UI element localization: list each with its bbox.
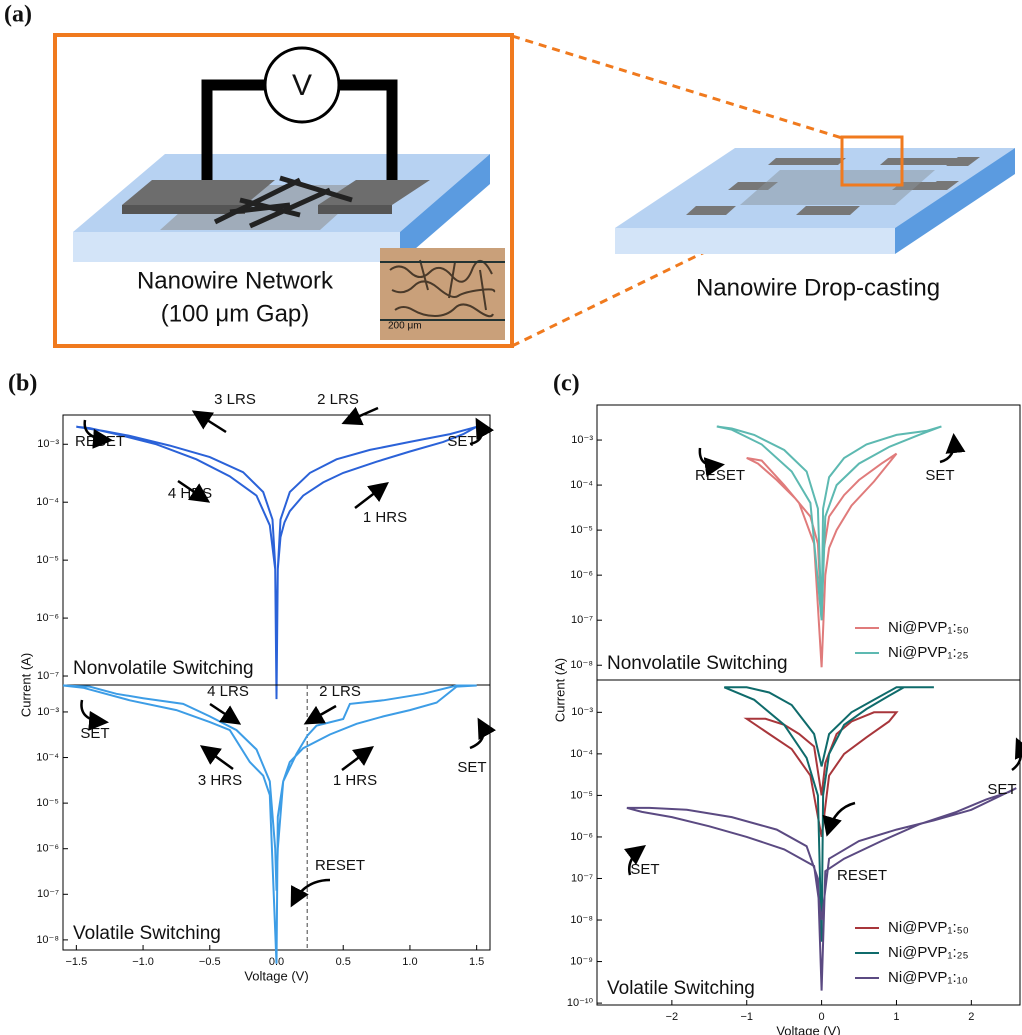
y-tick-label: 10⁻¹⁰	[567, 997, 594, 1009]
data-line	[717, 427, 942, 621]
annotation-arrow	[828, 803, 855, 832]
y-tick-label: 10⁻³	[37, 438, 59, 450]
annotation-arrow	[204, 748, 233, 769]
annotation: SET	[925, 467, 954, 484]
y-tick-label: 10⁻⁴	[570, 479, 593, 491]
x-axis-label: Voltage (V)	[776, 1023, 840, 1035]
y-tick-label: 10⁻⁶	[36, 843, 59, 855]
x-tick-label: 1.0	[402, 956, 417, 968]
annotation-arrow	[940, 438, 954, 462]
y-tick-label: 10⁻³	[571, 434, 593, 446]
x-tick-label: −1.5	[65, 956, 87, 968]
chart: 10⁻³ 10⁻⁴ 10⁻⁵ 10⁻⁶ 10⁻⁷ 10⁻⁸ Nonvolatile Swit…	[570, 405, 1020, 680]
y-tick-label: 10⁻⁶	[570, 831, 593, 843]
annotation-arrow	[470, 722, 483, 748]
annotation-arrow	[355, 485, 385, 508]
y-tick-label: 10⁻⁴	[36, 751, 59, 763]
annotation: 3 HRS	[198, 772, 242, 789]
legend-label: Ni@PVP₁:₅₀	[888, 919, 969, 936]
y-axis-label: Current (A)	[552, 658, 567, 722]
annotation: 2 LRS	[317, 391, 359, 408]
annotation: 1 HRS	[333, 772, 377, 789]
annotation: 4 LRS	[207, 683, 249, 700]
annotation-arrow	[293, 880, 330, 903]
plot-frame	[597, 405, 1020, 680]
caption: Nanowire Drop-casting	[696, 274, 940, 301]
annotation: RESET	[695, 467, 745, 484]
x-tick-label: −2	[666, 1011, 679, 1023]
annotation: 2 LRS	[319, 683, 361, 700]
chart: 10⁻³ 10⁻⁴ 10⁻⁵ 10⁻⁶ 10⁻⁷ Nonvolatile Switchin…	[36, 391, 490, 699]
y-tick-label: 10⁻⁸	[36, 934, 59, 946]
plot-label: Volatile Switching	[73, 923, 221, 944]
y-tick-label: 10⁻⁵	[570, 524, 593, 536]
y-tick-label: 10⁻⁹	[570, 955, 593, 967]
x-tick-label: 1	[893, 1011, 899, 1023]
panel-label: (a)	[4, 2, 32, 28]
scale-bar: 200 μm	[388, 321, 422, 332]
annotation: SET	[457, 759, 486, 776]
y-tick-label: 10⁻³	[37, 706, 59, 718]
legend-label: Ni@PVP₁:₅₀	[888, 619, 969, 636]
annotation: SET	[80, 725, 109, 742]
annotation: SET	[447, 433, 476, 450]
y-tick-label: 10⁻⁵	[570, 789, 593, 801]
annotation-arrow	[81, 700, 104, 722]
x-tick-label: 0.5	[336, 956, 351, 968]
y-tick-label: 10⁻⁶	[36, 612, 59, 624]
y-tick-label: 10⁻⁶	[570, 569, 593, 581]
device-diagram: V Nanowire Network (100 μm Gap) 200 μm N…	[55, 35, 1015, 346]
x-tick-label: 2	[968, 1011, 974, 1023]
annotation-arrow	[342, 749, 370, 770]
legend-label: Ni@PVP₁:₁₀	[888, 969, 968, 986]
voltmeter-label: V	[292, 69, 312, 102]
annotation: 3 LRS	[214, 391, 256, 408]
annotation: RESET	[75, 433, 125, 450]
data-line	[63, 686, 477, 964]
y-tick-label: 10⁻⁴	[570, 748, 593, 760]
y-tick-label: 10⁻³	[571, 706, 593, 718]
x-tick-label: 1.5	[469, 956, 484, 968]
plot-label: Volatile Switching	[607, 978, 755, 999]
annotation: SET	[630, 861, 659, 878]
y-tick-label: 10⁻⁷	[37, 670, 59, 682]
plot-label: Nonvolatile Switching	[607, 653, 788, 674]
chart: 10⁻³ 10⁻⁴ 10⁻⁵ 10⁻⁶ 10⁻⁷ 10⁻⁸ 10⁻⁹ 10⁻¹⁰ −2 −1 0 1 2…	[552, 658, 1020, 1035]
annotation: RESET	[315, 857, 365, 874]
annotation: RESET	[837, 867, 887, 884]
y-axis-label: Current (A)	[18, 653, 33, 717]
annotation: 1 HRS	[363, 509, 407, 526]
annotation-arrow	[700, 448, 720, 465]
panel-label: (b)	[8, 371, 37, 397]
caption: Nanowire Network	[137, 267, 334, 294]
annotation-arrow	[196, 413, 226, 432]
y-tick-label: 10⁻⁵	[36, 797, 59, 809]
x-tick-label: −1	[740, 1011, 753, 1023]
y-tick-label: 10⁻⁷	[571, 614, 593, 626]
legend-label: Ni@PVP₁:₂₅	[888, 644, 969, 661]
annotation: SET	[987, 781, 1016, 798]
y-tick-label: 10⁻⁸	[570, 659, 593, 671]
y-tick-label: 10⁻⁸	[570, 914, 593, 926]
caption: (100 μm Gap)	[161, 300, 310, 327]
y-tick-label: 10⁻⁵	[36, 554, 59, 566]
figure: (a) (b) (c) V Nanowire Network (100 μm G…	[0, 0, 1022, 1035]
x-tick-label: −0.5	[199, 956, 221, 968]
x-axis-label: Voltage (V)	[244, 968, 308, 983]
data-line	[747, 712, 897, 837]
y-tick-label: 10⁻⁴	[36, 496, 59, 508]
y-tick-label: 10⁻⁷	[571, 872, 593, 884]
plot-label: Nonvolatile Switching	[73, 658, 254, 679]
y-tick-label: 10⁻⁷	[37, 888, 59, 900]
legend-label: Ni@PVP₁:₂₅	[888, 944, 969, 961]
annotation-arrow	[308, 706, 336, 722]
x-tick-label: −1.0	[132, 956, 154, 968]
x-tick-label: 0	[819, 1011, 825, 1023]
panel-label: (c)	[553, 371, 580, 397]
